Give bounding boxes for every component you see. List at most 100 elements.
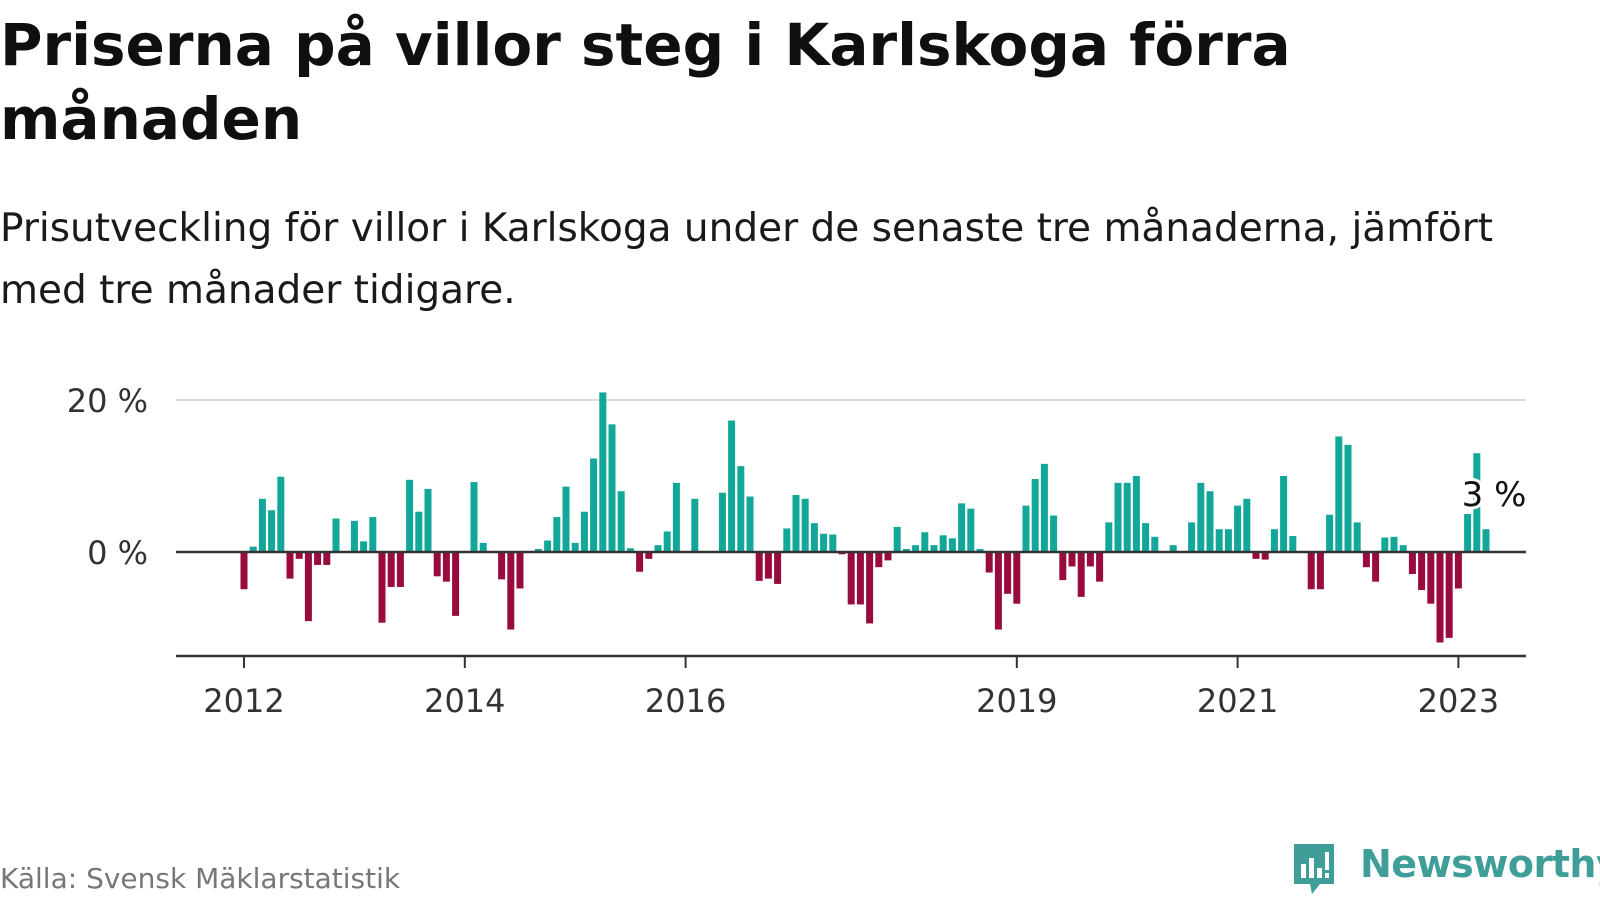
last-value-label: 3 % (1462, 475, 1527, 515)
x-tick-label: 2016 (645, 682, 726, 720)
bar (1086, 552, 1094, 567)
bar (829, 534, 837, 552)
bar (387, 552, 395, 587)
bar (277, 476, 285, 552)
bar (893, 526, 901, 552)
bar (332, 518, 340, 552)
bar (1427, 552, 1435, 604)
bar (1077, 552, 1085, 597)
bar (718, 492, 726, 552)
bar (1316, 552, 1324, 590)
bar (626, 548, 634, 552)
bar (1436, 552, 1444, 643)
source-note: Källa: Svensk Mäklarstatistik (0, 862, 401, 895)
bar (498, 552, 506, 580)
bar (1096, 552, 1104, 582)
bar (1335, 436, 1343, 552)
bar (976, 548, 984, 552)
axis-layer (176, 550, 1526, 668)
bar (1390, 536, 1398, 552)
bar (1381, 537, 1389, 552)
bar (580, 511, 588, 552)
bar (1372, 552, 1380, 582)
bar (1169, 545, 1177, 552)
bar (636, 552, 644, 572)
bar (415, 511, 423, 552)
bar (424, 488, 432, 552)
bar (672, 482, 680, 552)
bar (1105, 522, 1113, 552)
bar (452, 552, 460, 616)
bar (1243, 498, 1251, 552)
bar (562, 486, 570, 552)
bar (1123, 482, 1131, 552)
bar (507, 552, 515, 630)
x-tick-label: 2023 (1418, 682, 1499, 720)
bar (1464, 514, 1472, 552)
bar (764, 552, 772, 579)
bar (479, 542, 487, 552)
bar (258, 498, 266, 552)
chart-subtitle: Prisutveckling för villor i Karlskoga un… (0, 206, 1494, 313)
bar (360, 541, 368, 552)
bar (1280, 476, 1288, 552)
bar (1040, 463, 1048, 552)
bar (728, 420, 736, 552)
bar (323, 552, 331, 565)
bar (856, 552, 864, 605)
bar (599, 392, 607, 552)
bar (948, 538, 956, 552)
bar (1013, 552, 1021, 604)
x-tick-label: 2019 (976, 682, 1057, 720)
bar (1224, 529, 1232, 552)
bar (820, 533, 828, 552)
bar (1482, 529, 1490, 552)
bar (866, 552, 874, 624)
bar (608, 424, 616, 552)
bar (1473, 453, 1481, 552)
bar (1215, 529, 1223, 552)
y-tick-label: 0 % (87, 534, 148, 572)
bar (1114, 482, 1122, 552)
bar (912, 545, 920, 552)
bar (985, 552, 993, 573)
bar (810, 523, 818, 552)
bar (939, 535, 947, 552)
bar (884, 552, 892, 561)
bar (571, 542, 579, 552)
bar (1188, 522, 1196, 552)
label-layer: 0 % 20 % 2012 2014 2016 2019 2021 2023 3 % (67, 382, 1530, 720)
bar (369, 517, 377, 552)
bar (663, 531, 671, 552)
bar (249, 546, 257, 552)
bar (1132, 476, 1140, 552)
bar (902, 548, 910, 552)
bar (1142, 523, 1150, 552)
bar (801, 498, 809, 552)
bar (1326, 514, 1334, 552)
bar (1418, 552, 1426, 590)
bar (350, 520, 358, 552)
bar (617, 491, 625, 552)
bar (295, 552, 303, 559)
x-tick-label: 2014 (424, 682, 505, 720)
bar (304, 552, 312, 622)
bar (314, 552, 322, 565)
bar (1270, 529, 1278, 552)
bar (1362, 552, 1370, 568)
bar (396, 552, 404, 587)
bar (1050, 515, 1058, 552)
bar (1353, 522, 1361, 552)
bar (1022, 505, 1030, 552)
bar (590, 458, 598, 552)
bar (544, 540, 552, 552)
bar (994, 552, 1002, 630)
bar (1206, 491, 1214, 552)
bar (774, 552, 782, 584)
bar (1289, 536, 1297, 552)
bar (1344, 444, 1352, 552)
bar (1234, 505, 1242, 552)
chart-title: Priserna på villor steg i Karlskoga förr… (0, 11, 1291, 153)
bar (746, 496, 754, 552)
